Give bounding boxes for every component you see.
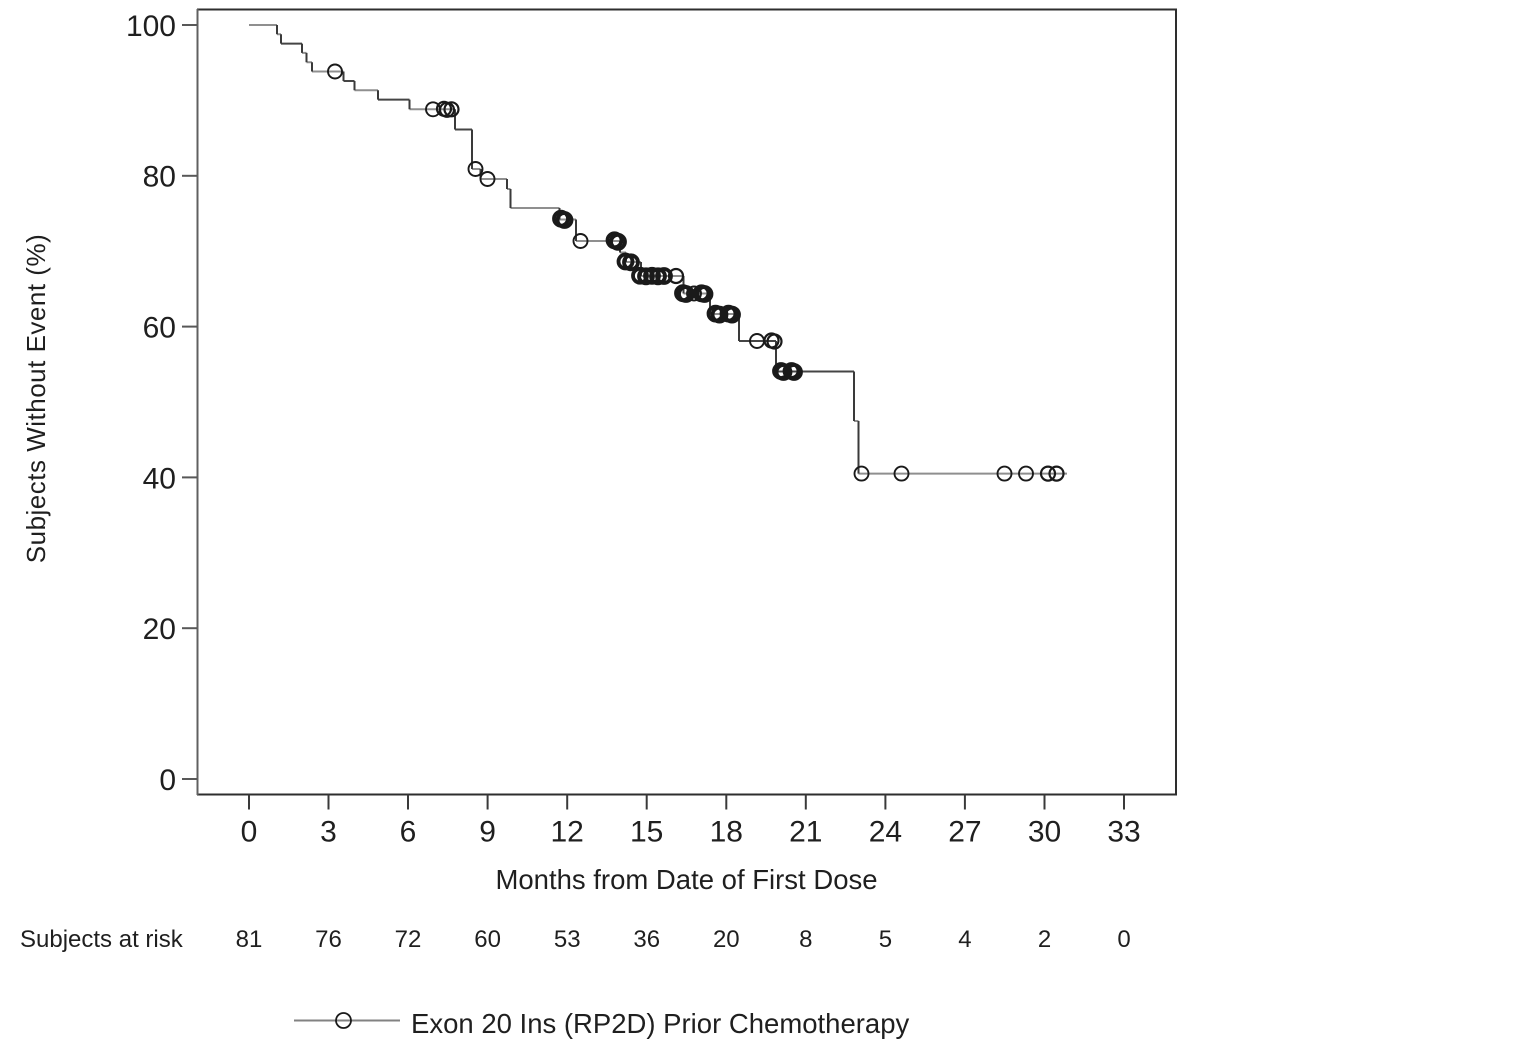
svg-text:60: 60 [143, 312, 176, 345]
svg-text:81: 81 [236, 926, 263, 953]
svg-text:53: 53 [554, 926, 581, 953]
svg-text:2: 2 [1038, 926, 1051, 953]
svg-text:72: 72 [395, 926, 422, 953]
svg-text:33: 33 [1107, 816, 1140, 849]
svg-text:100: 100 [126, 10, 176, 43]
svg-text:Exon 20 Ins (RP2D) Prior Chemo: Exon 20 Ins (RP2D) Prior Chemotherapy [411, 1008, 910, 1039]
svg-text:15: 15 [630, 816, 663, 849]
svg-text:3: 3 [320, 816, 337, 849]
svg-text:Months from Date of First Dose: Months from Date of First Dose [495, 864, 877, 895]
svg-text:Subjects Without Event (%): Subjects Without Event (%) [21, 234, 51, 563]
svg-text:24: 24 [869, 816, 902, 849]
svg-text:21: 21 [789, 816, 822, 849]
svg-text:0: 0 [1117, 926, 1130, 953]
svg-text:12: 12 [551, 816, 584, 849]
svg-text:8: 8 [799, 926, 812, 953]
svg-text:60: 60 [474, 926, 501, 953]
svg-text:0: 0 [241, 816, 258, 849]
svg-text:20: 20 [143, 613, 176, 646]
svg-text:4: 4 [958, 926, 971, 953]
svg-text:6: 6 [400, 816, 417, 849]
svg-text:40: 40 [143, 462, 176, 495]
svg-text:36: 36 [633, 926, 660, 953]
svg-text:20: 20 [713, 926, 740, 953]
svg-text:76: 76 [315, 926, 342, 953]
svg-text:30: 30 [1028, 816, 1061, 849]
svg-text:Subjects at risk: Subjects at risk [20, 926, 184, 953]
svg-text:27: 27 [948, 816, 981, 849]
svg-text:5: 5 [879, 926, 892, 953]
svg-text:80: 80 [143, 161, 176, 194]
svg-text:9: 9 [479, 816, 496, 849]
svg-text:18: 18 [710, 816, 743, 849]
svg-text:0: 0 [159, 764, 176, 797]
